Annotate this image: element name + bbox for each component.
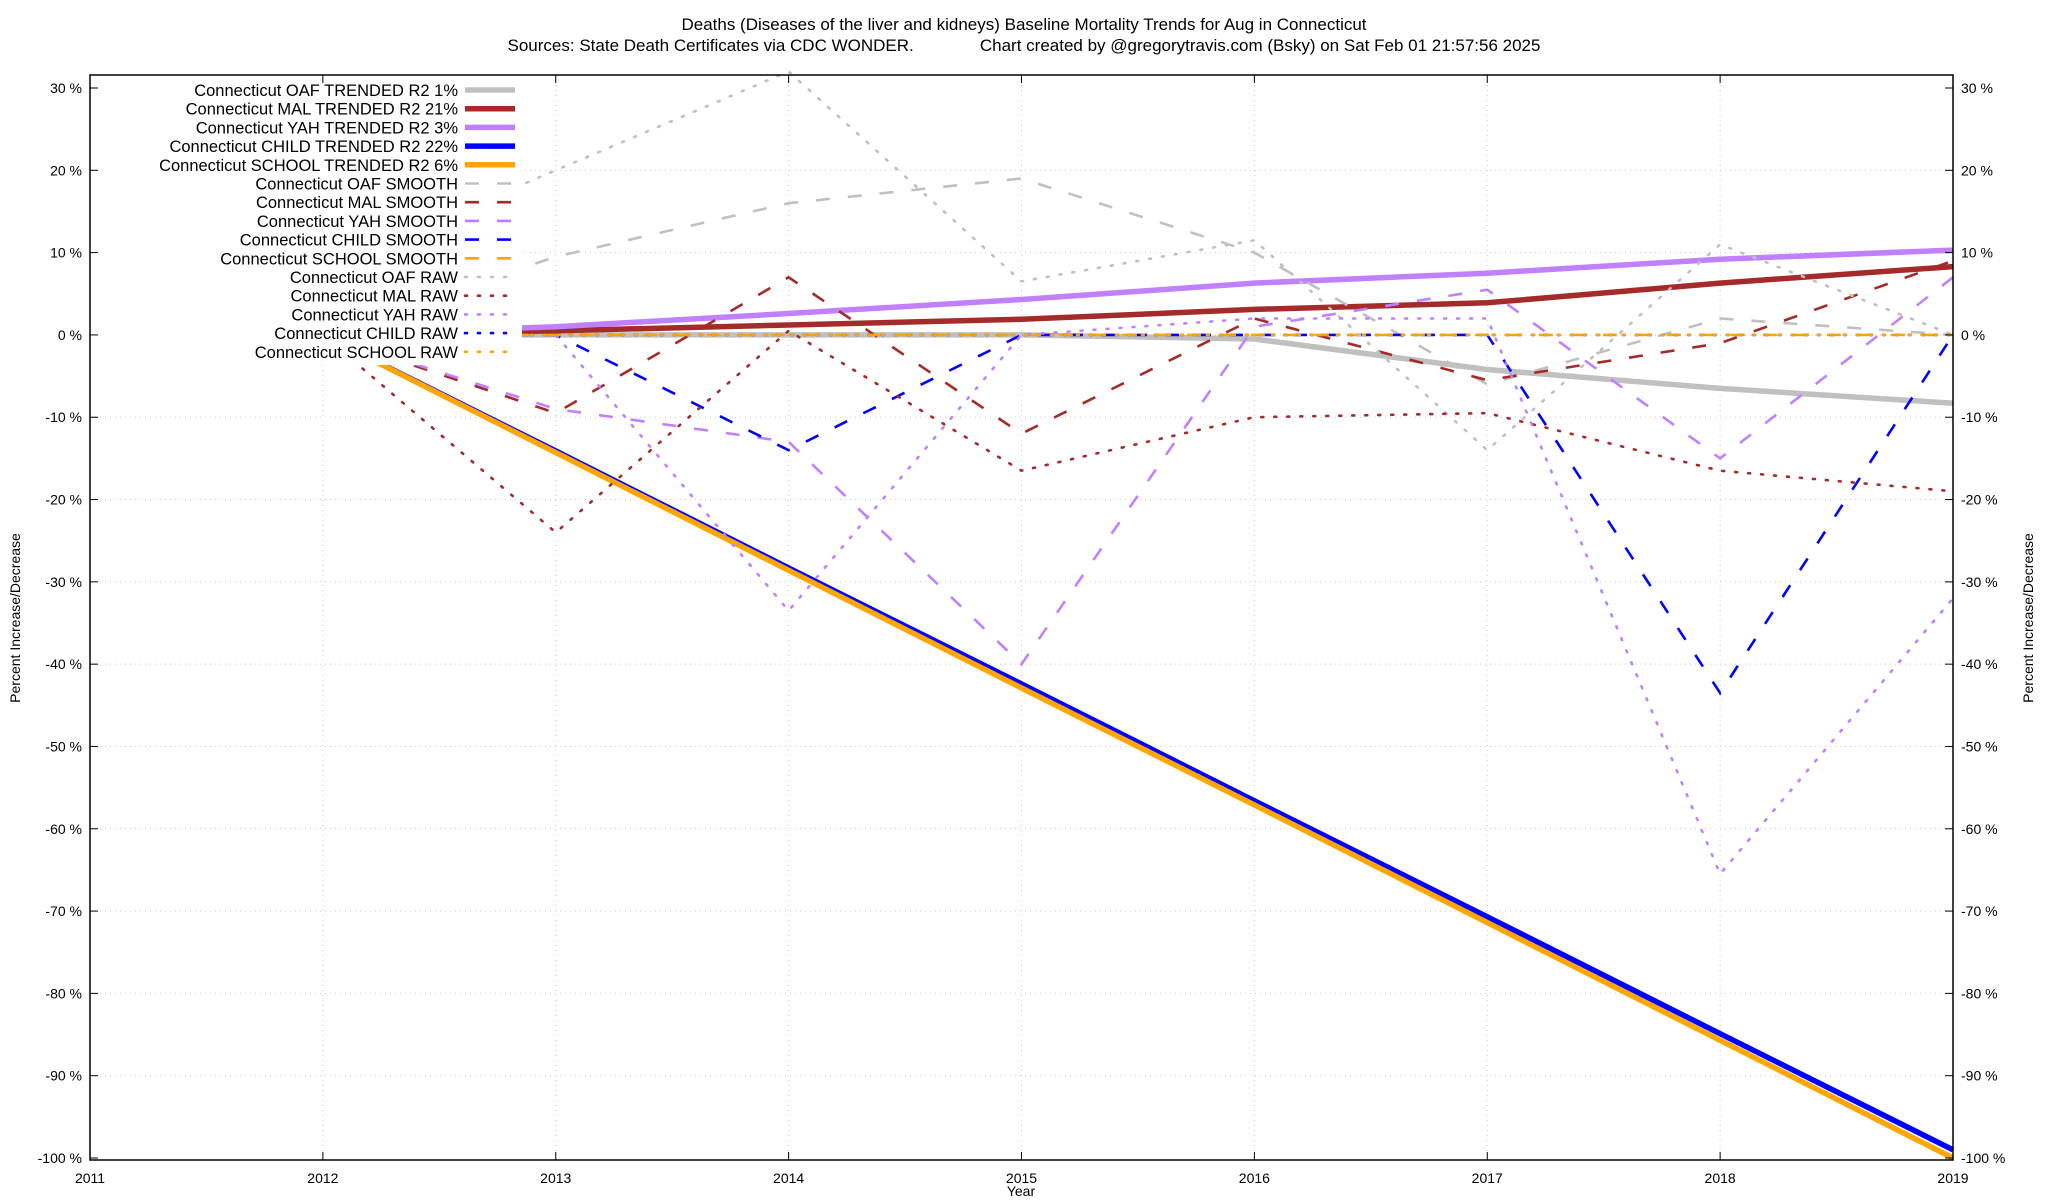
series-lines [321,69,1955,1161]
legend-label: Connecticut SCHOOL SMOOTH [220,250,458,268]
legend-label: Connecticut SCHOOL TRENDED R2 6% [159,157,458,175]
legend: Connecticut OAF TRENDED R2 1%Connecticut… [92,77,522,365]
series-line-connecticut-mal-trended-r2-21 [322,263,1954,338]
x-axis-label: Year [1007,1183,1036,1199]
chart-subtitle: Sources: State Death Certificates via CD… [508,36,1541,55]
x-tick-label: 2015 [1006,1170,1037,1186]
legend-label: Connecticut CHILD RAW [274,325,458,343]
series-line-connecticut-yah-trended-r2-3 [322,247,1954,338]
y2-axis-label: Percent Increase/Decrease [2020,533,2036,703]
axis-ticks: 2011 2012 2013 2014 2015 2016 2017 2018 2019 30 %… [38,75,2005,1186]
y2-tick-label: 20 % [1961,162,1993,178]
y2-tick-label: -80 % [1961,985,1998,1001]
y2-tick-label: -30 % [1961,574,1998,590]
legend-label: Connecticut YAH SMOOTH [257,213,458,231]
y2-tick-label: 30 % [1961,80,1993,96]
y2-tick-label: -70 % [1961,903,1998,919]
x-tick-label: 2016 [1239,1170,1270,1186]
x-tick-label: 2018 [1705,1170,1736,1186]
x-tick-label: 2011 [75,1170,105,1186]
y2-tick-label: -10 % [1961,409,1998,425]
legend-label: Connecticut OAF SMOOTH [255,176,458,194]
x-tick-label: 2019 [1937,1170,1968,1186]
legend-label: Connecticut YAH RAW [291,306,458,324]
legend-label: Connecticut CHILD SMOOTH [240,232,458,250]
y-tick-label: -80 % [45,985,82,1001]
series-line-connecticut-oaf-trended-r2-1 [322,332,1954,406]
y2-tick-label: -60 % [1961,821,1998,837]
legend-label: Connecticut OAF TRENDED R2 1% [194,82,458,100]
x-tick-label: 2014 [773,1170,804,1186]
y-tick-label: -30 % [45,574,82,590]
series-line-connecticut-school-trended-r2-6 [321,332,1955,1161]
y2-tick-label: -50 % [1961,738,1998,754]
y-tick-label: -10 % [45,409,82,425]
series-line-connecticut-mal-smooth [322,259,1954,436]
y2-tick-label: -90 % [1961,1068,1998,1084]
y-tick-label: 20 % [50,162,82,178]
x-tick-label: 2013 [540,1170,571,1186]
series-line-connecticut-oaf-raw [321,69,1955,452]
series-line-connecticut-oaf-smooth [322,177,1954,386]
y-tick-label: -40 % [45,656,82,672]
legend-label: Connecticut OAF RAW [290,269,459,287]
series-line-connecticut-mal-raw [321,329,1955,535]
x-tick-label: 2017 [1472,1170,1503,1186]
y2-tick-label: 10 % [1961,245,1993,261]
legend-background [92,77,522,365]
legend-label: Connecticut YAH TRENDED R2 3% [196,119,459,137]
y-tick-label: -50 % [45,738,82,754]
legend-label: Connecticut SCHOOL RAW [255,344,459,362]
y-tick-label: -20 % [45,492,82,508]
x-tick-label: 2012 [307,1170,338,1186]
legend-label: Connecticut CHILD TRENDED R2 22% [169,138,458,156]
y-tick-label: -70 % [45,903,82,919]
y-tick-label: -90 % [45,1068,82,1084]
chart-title: Deaths (Diseases of the liver and kidney… [681,15,1366,34]
legend-label: Connecticut MAL TRENDED R2 21% [186,101,459,119]
series-line-connecticut-child-smooth [322,333,1955,696]
y-axis-label: Percent Increase/Decrease [7,533,23,703]
y2-tick-label: -20 % [1961,492,1998,508]
y-tick-label: 0 % [58,327,82,343]
series-line-connecticut-yah-raw [321,317,1955,877]
y-tick-label: -100 % [38,1150,82,1166]
y-tick-label: 30 % [50,80,82,96]
legend-label: Connecticut MAL RAW [291,288,459,306]
y2-tick-label: -40 % [1961,656,1998,672]
y2-tick-label: -100 % [1961,1150,2005,1166]
y2-tick-label: 0 % [1961,327,1985,343]
y-tick-label: 10 % [50,245,82,261]
legend-label: Connecticut MAL SMOOTH [256,194,458,212]
y-tick-label: -60 % [45,821,82,837]
